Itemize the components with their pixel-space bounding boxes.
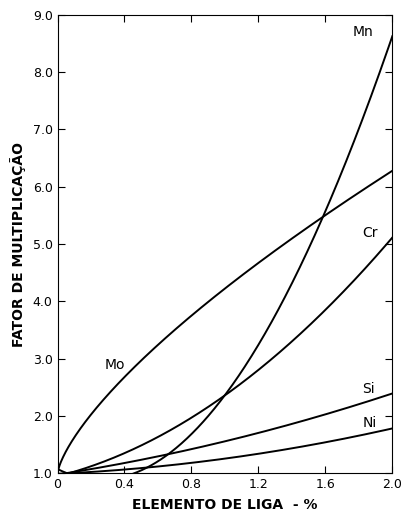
Text: Cr: Cr xyxy=(362,226,378,240)
Text: Mo: Mo xyxy=(104,358,125,372)
Text: Ni: Ni xyxy=(362,416,377,430)
Text: Si: Si xyxy=(362,382,375,396)
X-axis label: ELEMENTO DE LIGA  - %: ELEMENTO DE LIGA - % xyxy=(132,499,318,512)
Y-axis label: FATOR DE MULTIPLICAÇÃO: FATOR DE MULTIPLICAÇÃO xyxy=(10,141,26,347)
Text: Mn: Mn xyxy=(352,25,373,39)
